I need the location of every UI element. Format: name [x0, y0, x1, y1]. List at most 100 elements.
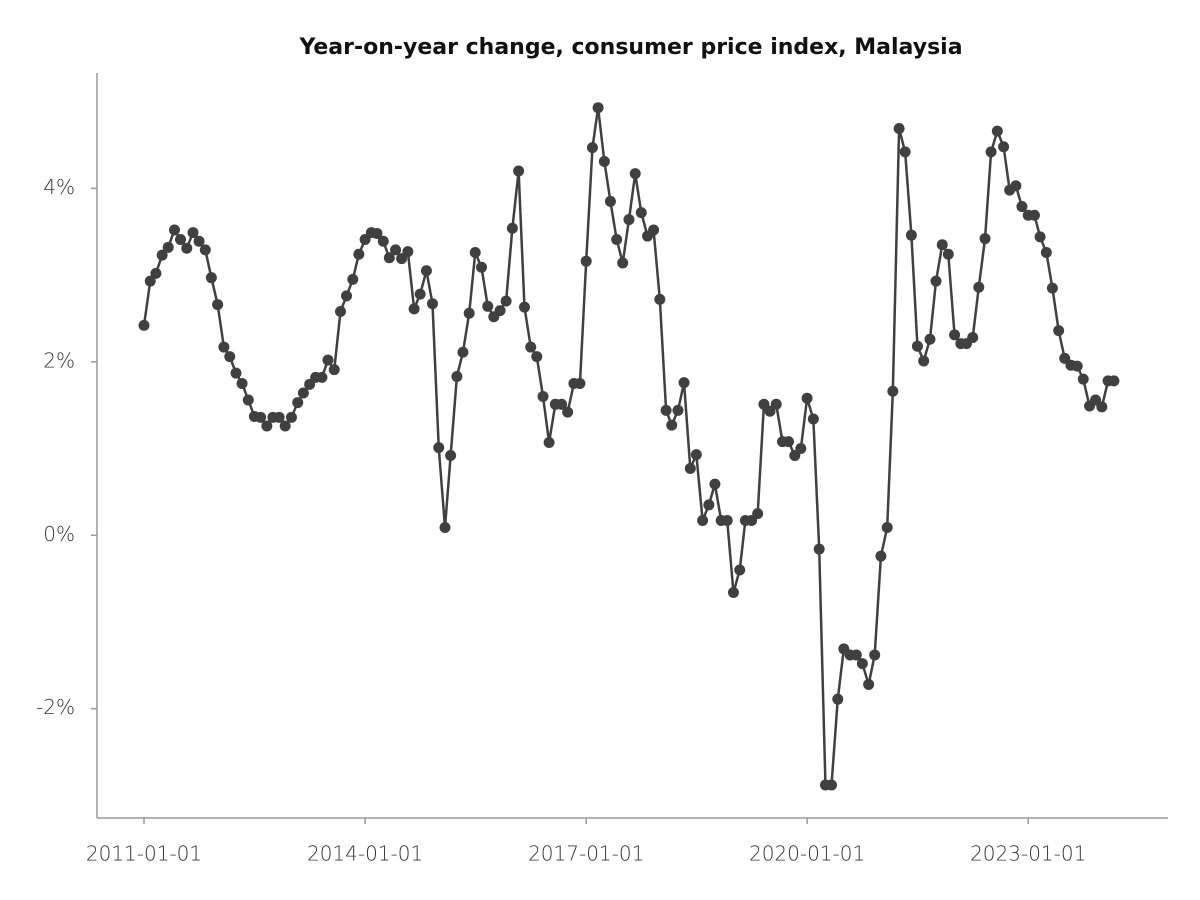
point	[525, 341, 537, 353]
y-tick-label: 4%	[43, 175, 75, 199]
point	[1071, 360, 1083, 372]
point	[1010, 180, 1022, 192]
point	[156, 249, 168, 261]
point	[623, 214, 635, 226]
point	[500, 295, 512, 307]
point	[893, 123, 905, 135]
point	[648, 224, 660, 236]
point	[451, 371, 463, 383]
point	[807, 413, 819, 425]
point	[709, 478, 721, 490]
point	[949, 329, 961, 341]
point	[390, 244, 402, 256]
y-tick-label: 2%	[43, 348, 75, 372]
point	[998, 141, 1010, 153]
point	[353, 248, 365, 260]
point	[635, 207, 647, 219]
point	[734, 564, 746, 576]
point	[985, 146, 997, 158]
point	[347, 273, 359, 285]
point	[476, 261, 488, 273]
point	[666, 419, 678, 431]
point	[181, 242, 193, 254]
point	[383, 252, 395, 264]
point	[230, 367, 242, 379]
x-tick-label: 2020-01-01	[749, 842, 865, 866]
point	[261, 420, 273, 432]
point	[279, 420, 291, 432]
point	[218, 341, 230, 353]
point	[813, 543, 825, 555]
point	[869, 649, 881, 661]
point	[445, 449, 457, 461]
point	[242, 394, 254, 406]
point	[752, 508, 764, 520]
point	[138, 319, 150, 331]
x-tick-label: 2023-01-01	[970, 842, 1086, 866]
point	[721, 515, 733, 527]
y-tick-label: -2%	[36, 695, 75, 719]
point	[660, 404, 672, 416]
point	[341, 290, 353, 302]
point	[168, 224, 180, 236]
point	[678, 377, 690, 389]
point	[991, 125, 1003, 137]
point	[936, 239, 948, 251]
point	[881, 521, 893, 533]
point	[377, 235, 389, 247]
point	[513, 165, 525, 177]
point	[942, 248, 954, 260]
x-tick-label: 2011-01-01	[86, 842, 202, 866]
point	[193, 235, 205, 247]
point	[979, 233, 991, 245]
point	[826, 779, 838, 791]
point	[1077, 373, 1089, 385]
point	[273, 411, 285, 423]
point	[150, 267, 162, 279]
point	[205, 272, 217, 284]
point	[556, 398, 568, 410]
point	[1028, 209, 1040, 221]
point	[426, 298, 438, 310]
point	[629, 168, 641, 180]
point	[1016, 201, 1028, 213]
point	[187, 227, 199, 239]
point	[918, 355, 930, 367]
point	[832, 693, 844, 705]
point	[414, 288, 426, 300]
point	[654, 293, 666, 305]
point	[297, 387, 309, 399]
point	[1040, 247, 1052, 259]
point	[586, 142, 598, 154]
point	[690, 449, 702, 461]
point	[1046, 282, 1058, 294]
point	[1034, 231, 1046, 243]
point	[574, 377, 586, 389]
chart-title: Year-on-year change, consumer price inde…	[298, 35, 962, 60]
point	[697, 515, 709, 527]
point	[924, 333, 936, 345]
point	[887, 385, 899, 397]
point	[224, 351, 236, 363]
point	[494, 305, 506, 317]
point	[592, 102, 604, 114]
point	[801, 392, 813, 404]
point	[469, 247, 481, 259]
x-tick-label: 2017-01-01	[528, 842, 644, 866]
point	[856, 658, 868, 670]
point	[967, 332, 979, 344]
point	[144, 275, 156, 287]
point	[684, 462, 696, 474]
point	[531, 351, 543, 363]
point	[1053, 325, 1065, 337]
point	[598, 155, 610, 167]
point	[795, 443, 807, 455]
point	[518, 301, 530, 313]
point	[506, 222, 518, 234]
point	[420, 265, 432, 277]
point	[457, 346, 469, 358]
point	[1096, 401, 1108, 413]
point	[1108, 375, 1120, 387]
